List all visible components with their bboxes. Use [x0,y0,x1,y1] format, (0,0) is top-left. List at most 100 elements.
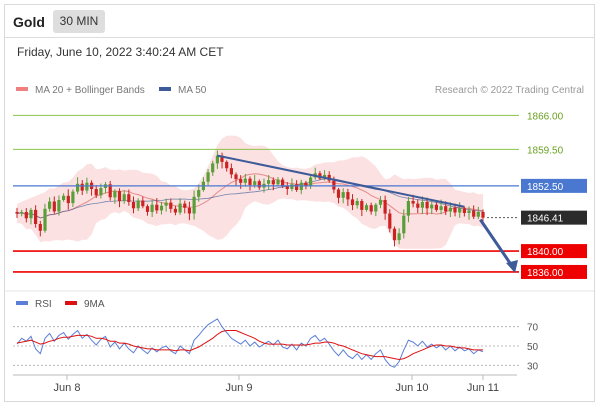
candle-body [122,194,126,201]
candle-body [155,204,159,211]
9ma-legend-swatch [65,301,77,305]
candle-body [253,181,257,185]
candle-body [388,213,392,229]
candle-body [136,200,140,209]
candle-body [85,182,89,191]
rsi-tick-label: 50 [527,342,539,353]
candle-body [225,161,229,169]
rsi-legend: RSI 9MA [16,299,105,310]
rsi-plot: 70 50 30 [13,318,539,372]
x-tick-label: Jun 9 [226,382,253,394]
candle-body [411,201,415,204]
candle-body [323,174,327,179]
price-chart[interactable]: MA 20 + Bollinger Bands MA 50 Research ©… [5,5,594,401]
chart-widget: Gold 30 MIN Friday, June 10, 2022 3:40:2… [4,4,595,402]
candle-body [369,205,373,212]
rsi-9ma-line [16,330,483,361]
candle-body [66,195,70,204]
candle-body [271,180,275,185]
candle-body [430,204,434,209]
candle-body [131,202,136,209]
candle-body [127,194,131,202]
candle-body [383,200,387,214]
ma50-legend-label: MA 50 [178,85,207,96]
candle-body [341,192,345,198]
candle-body [220,155,224,162]
symbol-title: Gold [13,14,45,30]
ma20-line [16,173,484,219]
candle-body [24,212,28,219]
forecast-arrow-shaft [479,218,514,267]
ma20-legend-label: MA 20 + Bollinger Bands [35,85,145,96]
candle-body [346,192,350,200]
x-tick-label: Jun 10 [395,382,428,394]
candle-body [234,174,238,180]
candle-body [117,191,122,201]
candle-body [434,204,438,210]
price-plot [15,135,485,249]
candle-body [211,163,215,173]
candle-body [467,210,471,213]
candle-body [448,207,452,212]
candle-body [374,204,378,212]
pivot-tag [521,178,587,193]
candle-body [248,178,252,185]
candle-body [239,179,243,183]
candle-body [295,184,299,190]
candle-body [173,208,177,213]
candle-body [169,202,173,209]
ma20-legend-swatch [16,87,28,91]
last-price-tag [521,210,587,225]
price-levels: 1866.00 1859.50 1852.50 1846.41 1840.00 1836.… [13,111,587,279]
candle-body [150,204,154,212]
candle-body [281,179,285,187]
candle-body [332,180,336,190]
candle-body [178,203,182,213]
support-label: 1840.00 [527,247,564,258]
candle-body [309,177,313,186]
candle-body [392,228,397,241]
candle-body [444,206,448,212]
timeframe-button[interactable]: 30 MIN [53,10,105,33]
candle-body [80,183,84,191]
candle-body [197,190,201,197]
candle-body [243,178,247,183]
time-axis: Jun 8 Jun 9 Jun 10 Jun 11 [54,375,499,394]
candle-body [257,181,261,188]
candle-body [164,202,168,206]
support-tag [521,264,587,279]
candle-body [360,201,364,210]
candle-body [145,206,150,212]
candle-body [187,207,191,214]
candle-body [439,206,443,210]
candle-body [15,212,19,214]
candle-body [206,172,210,182]
candle-body [425,202,429,209]
candle-body [285,186,289,189]
candle-body [481,212,485,218]
support-label: 1836.00 [527,268,564,279]
support-tag [521,244,587,259]
candle-body [402,215,406,234]
main-legend: MA 20 + Bollinger Bands MA 50 Research ©… [16,85,584,96]
rsi-tick-label: 70 [527,323,539,334]
candle-body [458,208,462,213]
candle-body [43,208,47,231]
candle-body [420,202,424,208]
candle-body [364,205,369,210]
candle-body [159,205,164,211]
candle-body [276,179,280,185]
candle-body [304,182,308,186]
candle-body [350,199,355,206]
x-tick-label: Jun 11 [467,382,499,394]
forecast-arrow-head [506,259,518,273]
candle-body [476,212,480,217]
rsi-line [16,318,484,368]
candle-body [29,209,33,219]
candle-body [113,191,117,198]
candle-body [215,155,219,164]
candle-body [336,189,341,198]
rsi-tick-label: 30 [527,361,539,372]
candle-body [462,208,466,213]
9ma-legend-label: 9MA [84,299,105,310]
